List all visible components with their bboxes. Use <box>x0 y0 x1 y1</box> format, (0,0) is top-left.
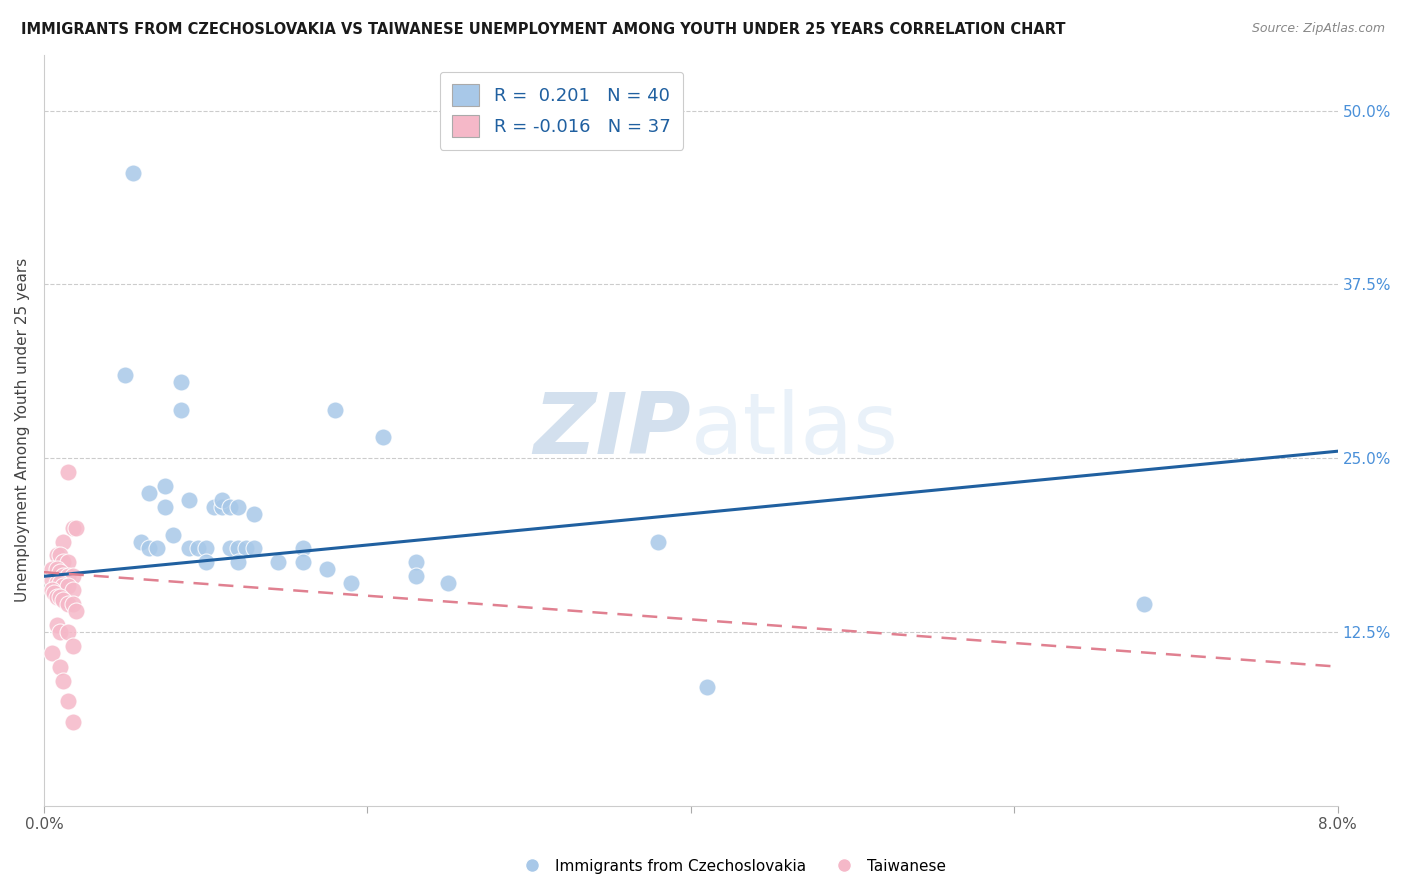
Point <box>49 659 72 673</box>
Point <box>45 562 67 576</box>
Point <box>194 541 217 556</box>
Text: ZIP: ZIP <box>533 389 690 472</box>
Point <box>373 430 395 444</box>
Point <box>170 402 193 417</box>
Point <box>316 562 339 576</box>
Point <box>291 541 314 556</box>
Point <box>56 555 79 569</box>
Point <box>41 574 63 588</box>
Point <box>226 500 249 514</box>
Point <box>45 618 67 632</box>
Point <box>437 576 460 591</box>
Point <box>56 579 79 593</box>
Point <box>218 541 240 556</box>
Point <box>138 541 160 556</box>
Point <box>179 541 201 556</box>
Point <box>56 597 79 611</box>
Point <box>62 583 84 598</box>
Point <box>62 715 84 730</box>
Point <box>49 576 72 591</box>
Point <box>323 402 346 417</box>
Point <box>49 549 72 563</box>
Point <box>194 555 217 569</box>
Legend: R =  0.201   N = 40, R = -0.016   N = 37: R = 0.201 N = 40, R = -0.016 N = 37 <box>440 71 683 150</box>
Point <box>45 549 67 563</box>
Point <box>162 527 184 541</box>
Point <box>65 521 87 535</box>
Point <box>1132 597 1154 611</box>
Point <box>211 500 233 514</box>
Point <box>52 579 75 593</box>
Point <box>243 541 266 556</box>
Legend: Immigrants from Czechoslovakia, Taiwanese: Immigrants from Czechoslovakia, Taiwanes… <box>510 853 952 880</box>
Point <box>62 639 84 653</box>
Point <box>62 521 84 535</box>
Point <box>52 534 75 549</box>
Point <box>65 604 87 618</box>
Point <box>226 555 249 569</box>
Point <box>49 624 72 639</box>
Point <box>52 593 75 607</box>
Point <box>138 486 160 500</box>
Point <box>291 555 314 569</box>
Point <box>62 597 84 611</box>
Point <box>186 541 208 556</box>
Point <box>56 624 79 639</box>
Point <box>211 492 233 507</box>
Point <box>41 583 63 598</box>
Point <box>49 565 72 579</box>
Point <box>340 576 363 591</box>
Text: Source: ZipAtlas.com: Source: ZipAtlas.com <box>1251 22 1385 36</box>
Point <box>218 500 240 514</box>
Text: atlas: atlas <box>690 389 898 472</box>
Point <box>153 479 176 493</box>
Point <box>42 586 65 600</box>
Point <box>267 555 290 569</box>
Point <box>45 576 67 591</box>
Point <box>243 507 266 521</box>
Point <box>146 541 169 556</box>
Point <box>153 500 176 514</box>
Point <box>41 562 63 576</box>
Point <box>226 541 249 556</box>
Point <box>179 492 201 507</box>
Point <box>129 534 152 549</box>
Y-axis label: Unemployment Among Youth under 25 years: Unemployment Among Youth under 25 years <box>15 259 30 602</box>
Point <box>235 541 257 556</box>
Point <box>405 555 427 569</box>
Text: IMMIGRANTS FROM CZECHOSLOVAKIA VS TAIWANESE UNEMPLOYMENT AMONG YOUTH UNDER 25 YE: IMMIGRANTS FROM CZECHOSLOVAKIA VS TAIWAN… <box>21 22 1066 37</box>
Point <box>121 166 143 180</box>
Point <box>49 590 72 604</box>
Point <box>56 465 79 479</box>
Point <box>56 694 79 708</box>
Point <box>114 368 136 382</box>
Point <box>62 569 84 583</box>
Point <box>202 500 225 514</box>
Point <box>696 681 718 695</box>
Point <box>52 569 75 583</box>
Point <box>170 375 193 389</box>
Point <box>52 555 75 569</box>
Point <box>56 569 79 583</box>
Point <box>52 673 75 688</box>
Point <box>45 590 67 604</box>
Point <box>647 534 669 549</box>
Point <box>405 569 427 583</box>
Point <box>41 646 63 660</box>
